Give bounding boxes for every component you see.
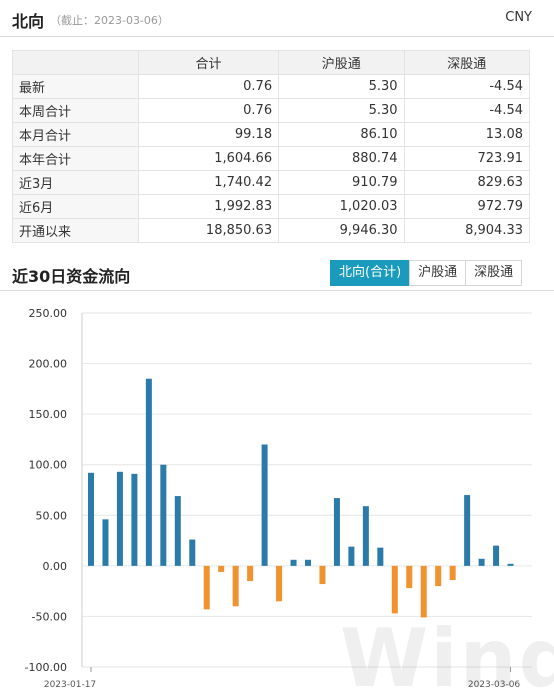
- row-label: 近6月: [12, 194, 139, 219]
- cell-sh: 1,020.03: [278, 194, 405, 219]
- bar: [145, 378, 152, 566]
- bar: [290, 559, 297, 566]
- table-row: 本月合计 99.18 86.10 13.08: [12, 122, 531, 147]
- cell-total: 1,992.83: [137, 194, 280, 219]
- chart-tabs: 北向(合计) 沪股通 深股通: [330, 260, 523, 286]
- bar: [319, 565, 326, 585]
- bar: [464, 495, 471, 566]
- tab-shenzhen-connect[interactable]: 深股通: [465, 260, 523, 286]
- table-row: 本周合计 0.76 5.30 -4.54: [12, 98, 531, 123]
- currency-label: CNY: [505, 10, 532, 25]
- bar: [449, 565, 456, 581]
- row-label: 开通以来: [12, 218, 139, 243]
- y-tick-label: 150.00: [29, 408, 68, 421]
- cell-sh: 910.79: [278, 170, 405, 195]
- y-tick-label: 100.00: [29, 459, 68, 472]
- bar: [435, 565, 442, 587]
- bar: [493, 545, 500, 566]
- cell-sh: 9,946.30: [278, 218, 405, 243]
- summary-table: 合计 沪股通 深股通 最新 0.76 5.30 -4.54 本周合计 0.76 …: [12, 50, 531, 243]
- bar: [174, 496, 181, 566]
- bar: [88, 472, 94, 566]
- y-tick-label: 200.00: [29, 358, 68, 371]
- y-tick-label: 50.00: [36, 509, 68, 522]
- cell-sz: -4.54: [403, 98, 531, 123]
- row-label: 本月合计: [12, 122, 139, 147]
- tab-northbound-total[interactable]: 北向(合计): [330, 260, 411, 286]
- bar: [261, 444, 268, 566]
- bar: [189, 539, 196, 566]
- bar: [116, 471, 123, 566]
- y-tick-label: -50.00: [32, 610, 67, 623]
- column-header: 深股通: [403, 50, 531, 75]
- cell-sz: -4.54: [403, 74, 531, 99]
- as-of-date: （截止：2023-03-06）: [50, 14, 169, 27]
- row-label: 最新: [12, 74, 139, 99]
- row-label: 本周合计: [12, 98, 139, 123]
- cell-total: 99.18: [137, 122, 280, 147]
- cell-total: 0.76: [137, 98, 280, 123]
- cell-sh: 5.30: [278, 98, 405, 123]
- bar: [131, 473, 138, 566]
- bar: [160, 464, 167, 566]
- bar: [276, 565, 283, 602]
- cell-total: 18,850.63: [137, 218, 280, 243]
- page-title: 北向: [12, 12, 45, 31]
- cell-sz: 13.08: [403, 122, 531, 147]
- section-divider: [0, 290, 554, 291]
- header: 北向 （截止：2023-03-06） CNY: [0, 0, 554, 36]
- cell-total: 0.76: [137, 74, 280, 99]
- table-row: 最新 0.76 5.30 -4.54: [12, 74, 531, 99]
- cell-sh: 5.30: [278, 74, 405, 99]
- column-header: [12, 50, 139, 75]
- table-row: 开通以来 18,850.63 9,946.30 8,904.33: [12, 218, 531, 243]
- bar: [391, 565, 398, 614]
- bar: [232, 565, 239, 607]
- x-tick-label: 2023-01-17: [44, 680, 96, 690]
- column-header: 合计: [137, 50, 280, 75]
- y-tick-label: 250.00: [29, 307, 68, 320]
- cell-sh: 880.74: [278, 146, 405, 171]
- column-header: 沪股通: [278, 50, 405, 75]
- bar: [377, 547, 384, 566]
- bar: [406, 565, 413, 589]
- cell-total: 1,604.66: [137, 146, 280, 171]
- table-row: 本年合计 1,604.66 880.74 723.91: [12, 146, 531, 171]
- cell-sz: 829.63: [403, 170, 531, 195]
- table-row: 近3月 1,740.42 910.79 829.63: [12, 170, 531, 195]
- header-divider: [0, 36, 554, 37]
- bar: [420, 565, 427, 618]
- bar: [478, 558, 485, 566]
- y-tick-label: 0.00: [43, 560, 68, 573]
- row-label: 本年合计: [12, 146, 139, 171]
- bar: [102, 519, 109, 566]
- bar: [348, 546, 355, 566]
- table-header-row: 合计 沪股通 深股通: [12, 50, 531, 75]
- bar: [507, 563, 514, 566]
- flow-bar-chart: 250.00 200.00 150.00 100.00 50.00 0.00 -50.00 -…: [25, 307, 532, 690]
- cell-sz: 972.79: [403, 194, 531, 219]
- x-tick-label: 2023-03-06: [468, 680, 521, 690]
- table-row: 近6月 1,992.83 1,020.03 972.79: [12, 194, 531, 219]
- cell-sh: 86.10: [278, 122, 405, 147]
- row-label: 近3月: [12, 170, 139, 195]
- cell-sz: 8,904.33: [403, 218, 531, 243]
- cell-total: 1,740.42: [137, 170, 280, 195]
- y-tick-label: -100.00: [25, 661, 67, 674]
- bar: [203, 565, 210, 610]
- bar: [247, 565, 254, 582]
- chart-section-title: 近30日资金流向: [12, 267, 131, 286]
- bar: [362, 506, 369, 566]
- bar: [218, 565, 225, 572]
- bar: [333, 498, 340, 566]
- tab-shanghai-connect[interactable]: 沪股通: [409, 260, 467, 286]
- bar: [305, 559, 311, 566]
- cell-sz: 723.91: [403, 146, 531, 171]
